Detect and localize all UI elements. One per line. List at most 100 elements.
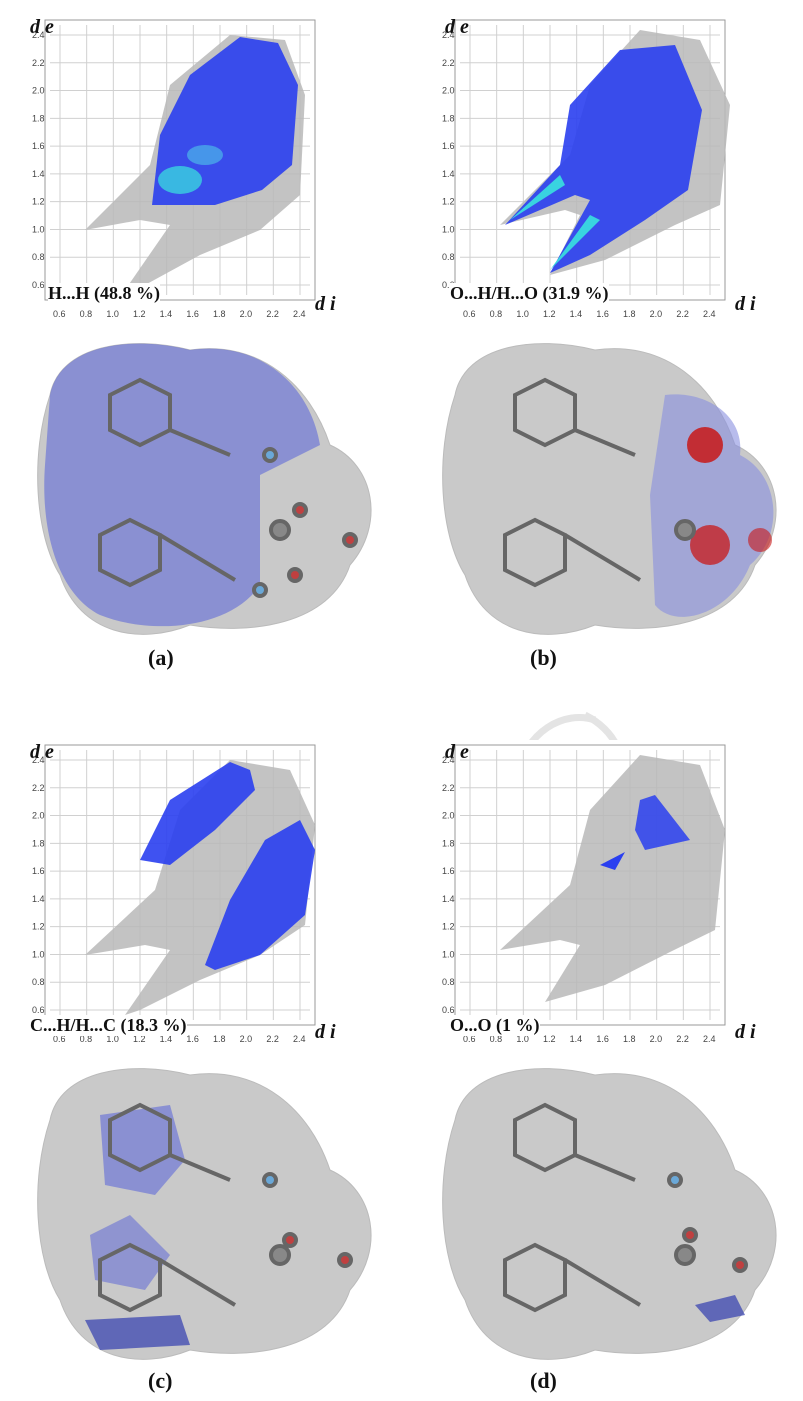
x-tick-label: 1.2 xyxy=(133,309,146,319)
y-tick-label: 1.0 xyxy=(442,949,455,959)
x-tick-label: 2.0 xyxy=(240,309,253,319)
x-tick-label: 2.2 xyxy=(266,309,279,319)
x-tick-label: 2.0 xyxy=(650,1034,663,1044)
x-tick-label: 1.0 xyxy=(516,309,529,319)
y-tick-label: 1.2 xyxy=(442,922,455,932)
plot-frame xyxy=(44,19,316,301)
panel-a: d e d i 0.6 0.8 1.0 1.2 1.4 1.6 1.8 2.0 2.2 2.4 0… xyxy=(0,0,400,690)
x-tick-label: 1.6 xyxy=(596,1034,609,1044)
panel-c: d e d i 0.6 0.8 1.0 1.2 1.4 1.6 1.8 2.0 2.2 2.4 0… xyxy=(0,700,400,1401)
y-tick-label: 1.2 xyxy=(442,197,455,207)
y-tick-label: 1.8 xyxy=(32,838,45,848)
x-tick-label: 2.2 xyxy=(676,1034,689,1044)
hirshfeld-surface-a xyxy=(37,343,372,635)
y-tick-labels: 0.6 0.8 1.0 1.2 1.4 1.6 1.8 2.0 2.2 2.4 xyxy=(442,755,455,1015)
y-tick-label: 0.8 xyxy=(32,252,45,262)
y-axis-title: d e xyxy=(30,741,54,763)
x-tick-label: 1.2 xyxy=(133,1034,146,1044)
y-tick-label: 1.6 xyxy=(442,141,455,151)
y-tick-label: 2.4 xyxy=(442,30,455,40)
x-tick-label: 1.8 xyxy=(213,1034,226,1044)
fingerprint-svg-c: d e d i 0.6 0.8 1.0 1.2 1.4 1.6 1.8 2.0 2.2 2.4 0… xyxy=(30,741,336,1044)
x-tick-label: 2.4 xyxy=(293,1034,306,1044)
x-tick-label: 2.4 xyxy=(703,309,716,319)
panel-caption-d: (d) xyxy=(530,1368,557,1393)
y-tick-label: 1.2 xyxy=(32,922,45,932)
x-tick-label: 0.6 xyxy=(463,1034,476,1044)
panel-b: d e d i 0.6 0.8 1.0 1.2 1.4 1.6 1.8 2.0 2.2 2.4 0… xyxy=(400,0,803,690)
y-axis-title: d e xyxy=(445,741,469,763)
x-tick-labels: 0.6 0.8 1.0 1.2 1.4 1.6 1.8 2.0 2.2 2.4 xyxy=(53,309,306,319)
x-tick-label: 0.6 xyxy=(53,309,66,319)
y-tick-label: 2.4 xyxy=(442,755,455,765)
y-tick-label: 1.8 xyxy=(32,113,45,123)
y-tick-label: 2.4 xyxy=(32,755,45,765)
y-axis-title: d e xyxy=(30,16,54,38)
y-tick-label: 1.6 xyxy=(32,866,45,876)
y-tick-label: 1.4 xyxy=(442,169,455,179)
panel-caption-c: (c) xyxy=(148,1368,173,1393)
x-axis-title: d i xyxy=(315,1021,336,1043)
x-tick-label: 2.4 xyxy=(703,1034,716,1044)
x-tick-label: 1.0 xyxy=(106,1034,119,1044)
y-tick-label: 1.6 xyxy=(442,866,455,876)
y-tick-label: 2.0 xyxy=(442,811,455,821)
y-tick-label: 1.4 xyxy=(32,894,45,904)
x-tick-label: 1.8 xyxy=(623,309,636,319)
x-tick-labels: 0.6 0.8 1.0 1.2 1.4 1.6 1.8 2.0 2.2 2.4 xyxy=(463,1034,716,1044)
y-axis-title: d e xyxy=(445,16,469,38)
hirshfeld-surface-b xyxy=(442,343,777,635)
y-tick-label: 0.6 xyxy=(32,1005,45,1015)
x-tick-label: 1.4 xyxy=(570,1034,583,1044)
x-tick-label: 1.6 xyxy=(186,1034,199,1044)
fingerprint-plot-b: d e d i 0.6 0.8 1.0 1.2 1.4 1.6 1.8 2.0 2.2 2.4 0… xyxy=(440,15,756,319)
y-tick-label: 0.6 xyxy=(442,1005,455,1015)
x-tick-label: 1.2 xyxy=(543,309,556,319)
x-tick-label: 2.4 xyxy=(293,309,306,319)
molecule-icon xyxy=(98,377,358,598)
y-tick-label: 0.8 xyxy=(442,252,455,262)
hirshfeld-surface-d xyxy=(442,1068,777,1360)
y-tick-label: 2.0 xyxy=(442,86,455,96)
highlighted-points xyxy=(600,795,690,870)
fingerprint-plot-c: d e d i 0.6 0.8 1.0 1.2 1.4 1.6 1.8 2.0 2.2 2.4 0… xyxy=(30,740,336,1044)
y-tick-label: 2.0 xyxy=(32,86,45,96)
fingerprint-plot-a: d e d i 0.6 0.8 1.0 1.2 1.4 1.6 1.8 2.0 2.2 2.4 0… xyxy=(30,15,336,319)
y-tick-label: 1.8 xyxy=(442,838,455,848)
y-tick-label: 0.6 xyxy=(442,280,455,290)
y-tick-label: 1.0 xyxy=(32,949,45,959)
y-tick-labels: 0.6 0.8 1.0 1.2 1.4 1.6 1.8 2.0 2.2 2.4 xyxy=(32,30,45,290)
x-tick-label: 0.6 xyxy=(53,1034,66,1044)
y-tick-label: 1.2 xyxy=(32,197,45,207)
x-tick-label: 1.2 xyxy=(543,1034,556,1044)
y-tick-labels: 0.6 0.8 1.0 1.2 1.4 1.6 1.8 2.0 2.2 2.4 xyxy=(442,30,455,290)
y-tick-label: 0.8 xyxy=(32,977,45,987)
panel-d: d e d i 0.6 0.8 1.0 1.2 1.4 1.6 1.8 2.0 2.2 2.4 0… xyxy=(400,700,803,1401)
highlighted-points xyxy=(140,762,315,970)
x-tick-label: 0.6 xyxy=(463,309,476,319)
hirshfeld-surface-c xyxy=(37,1068,372,1360)
x-tick-label: 1.8 xyxy=(623,1034,636,1044)
x-tick-label: 2.2 xyxy=(676,309,689,319)
fingerprint-plot-d: d e d i 0.6 0.8 1.0 1.2 1.4 1.6 1.8 2.0 2.2 2.4 0… xyxy=(440,740,756,1044)
molecule-icon xyxy=(503,377,696,588)
x-tick-label: 1.8 xyxy=(213,309,226,319)
molecule-icon xyxy=(98,1102,353,1313)
y-tick-label: 2.4 xyxy=(32,30,45,40)
y-tick-label: 2.0 xyxy=(32,811,45,821)
y-tick-label: 0.6 xyxy=(32,280,45,290)
x-tick-label: 1.0 xyxy=(106,309,119,319)
y-tick-label: 1.0 xyxy=(442,224,455,234)
x-tick-label: 1.4 xyxy=(570,309,583,319)
background-cloud xyxy=(500,755,725,1002)
x-tick-label: 1.6 xyxy=(596,309,609,319)
fingerprint-svg-d: d e d i 0.6 0.8 1.0 1.2 1.4 1.6 1.8 2.0 2.2 2.4 0… xyxy=(442,741,756,1044)
molecule-icon xyxy=(503,1102,748,1313)
fingerprint-svg-a: d e d i 0.6 0.8 1.0 1.2 1.4 1.6 1.8 2.0 2.2 2.4 0… xyxy=(30,16,336,319)
x-tick-labels: 0.6 0.8 1.0 1.2 1.4 1.6 1.8 2.0 2.2 2.4 xyxy=(53,1034,306,1044)
contact-label: O...O (1 %) xyxy=(450,1015,540,1036)
x-tick-label: 1.4 xyxy=(160,309,173,319)
x-tick-label: 1.4 xyxy=(160,1034,173,1044)
x-tick-label: 2.0 xyxy=(240,1034,253,1044)
x-tick-label: 0.8 xyxy=(80,1034,93,1044)
